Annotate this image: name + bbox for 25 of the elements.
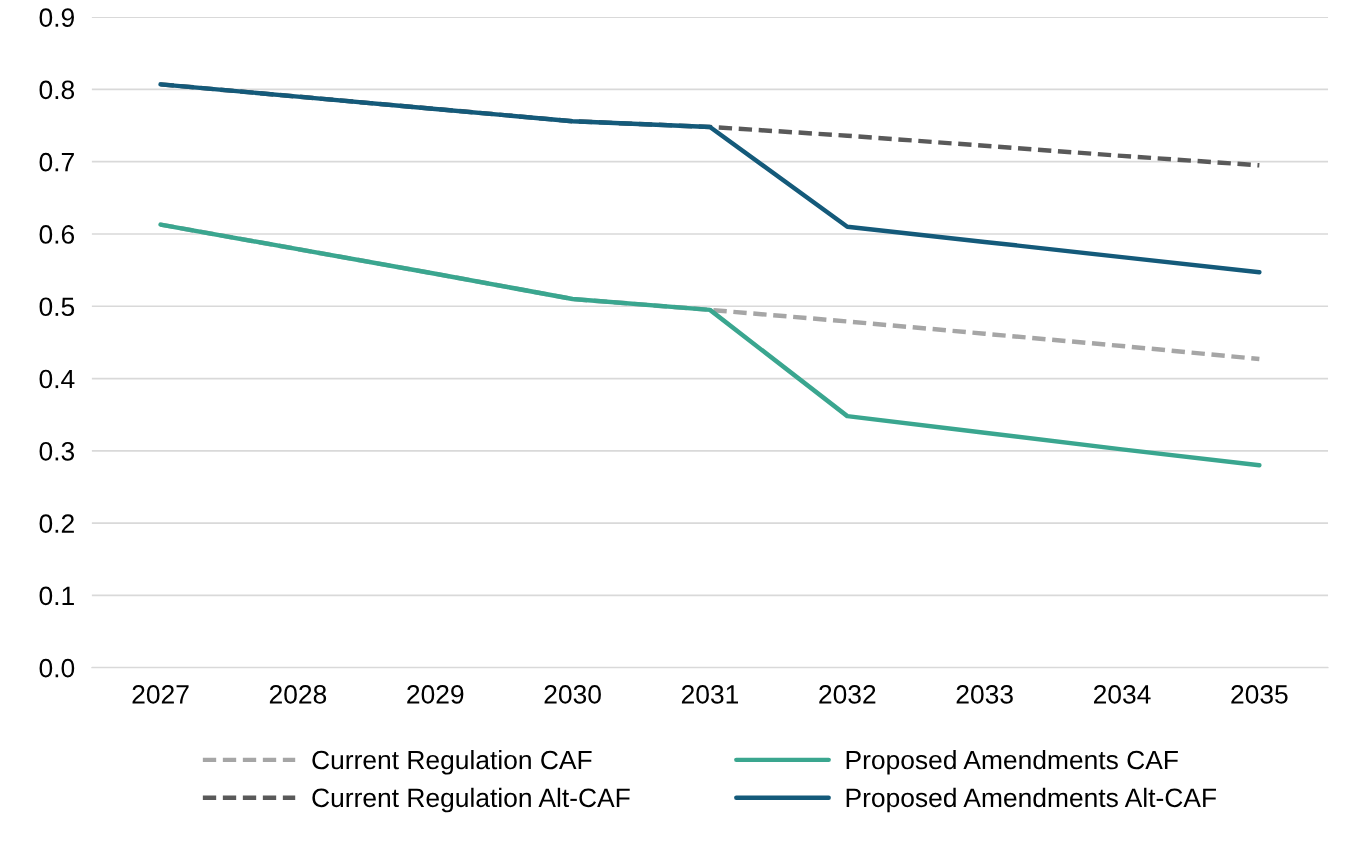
y-tick-label: 0.0	[39, 658, 75, 678]
x-tick-label: 2027	[132, 685, 189, 704]
x-tick-label: 2034	[1093, 685, 1151, 704]
legend-label: Proposed Amendments CAF	[846, 749, 1178, 775]
x-tick-label: 2035	[1231, 685, 1288, 704]
y-tick-label: 0.8	[39, 80, 75, 100]
y-tick-label: 0.5	[39, 297, 75, 317]
y-tick-label: 0.4	[39, 369, 75, 389]
y-tick-label: 0.9	[39, 8, 74, 27]
x-tick-label: 2029	[407, 685, 464, 704]
line-series	[158, 82, 1262, 275]
y-tick-label: 0.6	[39, 225, 75, 244]
x-tick-label: 2033	[956, 685, 1013, 704]
x-tick-label: 2028	[269, 685, 327, 704]
legend-label: Current Regulation Alt-CAF	[312, 787, 630, 813]
x-tick-label: 2031	[681, 685, 739, 704]
y-tick-label: 0.1	[39, 586, 74, 606]
x-tick-label: 2030	[544, 685, 601, 704]
y-tick-label: 0.3	[39, 441, 75, 461]
legend-label: Proposed Amendments Alt-CAF	[846, 787, 1217, 813]
line-series	[158, 222, 1262, 468]
y-tick-label: 0.2	[39, 514, 74, 533]
legend-label: Current Regulation CAF	[312, 749, 592, 775]
x-tick-label: 2032	[819, 685, 876, 704]
y-tick-label: 0.7	[39, 152, 74, 172]
